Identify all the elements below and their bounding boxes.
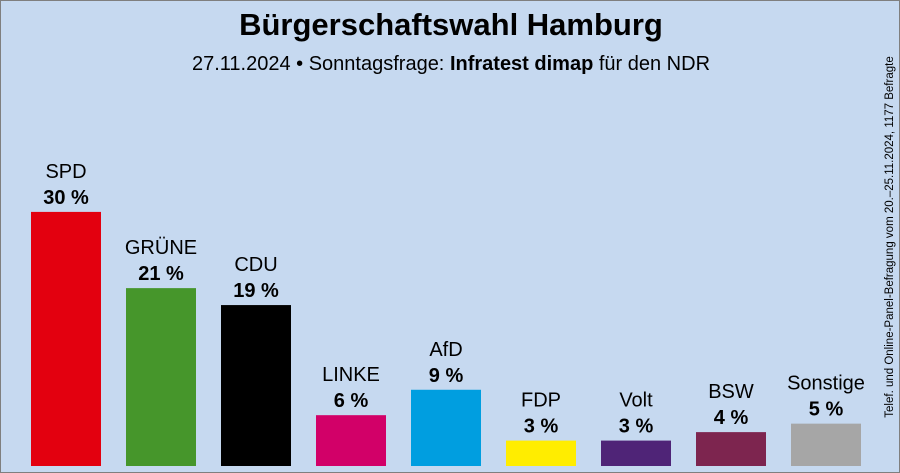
value-label-fdp: 3 % [524, 416, 559, 438]
subtitle-pollster: Infratest dimap [449, 53, 594, 75]
party-label-linke: LINKE [322, 364, 380, 386]
bar-afd [411, 389, 481, 466]
value-label-sonstige: 5 % [809, 399, 844, 421]
value-label-linke: 6 % [334, 390, 369, 412]
value-label-spd: 30 % [43, 187, 89, 209]
bar-fdp [506, 440, 576, 466]
subtitle-date: 27.11.2024 • Sonntagsfrage: [191, 53, 445, 75]
value-label-volt: 3 % [619, 416, 654, 438]
value-label-afd: 9 % [429, 365, 464, 387]
party-label-afd: AfD [429, 339, 462, 361]
party-label-volt: Volt [619, 390, 653, 412]
chart-subtitle: 27.11.2024 • Sonntagsfrage: Infratest di… [1, 53, 900, 76]
value-label-gr-ne: 21 % [138, 263, 184, 285]
party-label-fdp: FDP [521, 390, 561, 412]
chart-title: Bürgerschaftswahl Hamburg [239, 7, 663, 42]
bar-volt [601, 440, 671, 466]
value-label-cdu: 19 % [233, 280, 279, 302]
bar-bsw [696, 432, 766, 466]
party-label-spd: SPD [45, 161, 86, 183]
bar-linke [316, 415, 386, 466]
bar-spd [31, 211, 101, 466]
party-label-sonstige: Sonstige [787, 373, 865, 395]
party-label-cdu: CDU [234, 254, 277, 276]
subtitle-client: für den NDR [598, 53, 711, 75]
party-label-bsw: BSW [708, 381, 754, 403]
bar-gr-ne [126, 288, 196, 466]
bar-cdu [221, 305, 291, 466]
party-label-gr-ne: GRÜNE [125, 237, 197, 259]
value-label-bsw: 4 % [714, 407, 749, 429]
bar-sonstige [791, 423, 861, 466]
